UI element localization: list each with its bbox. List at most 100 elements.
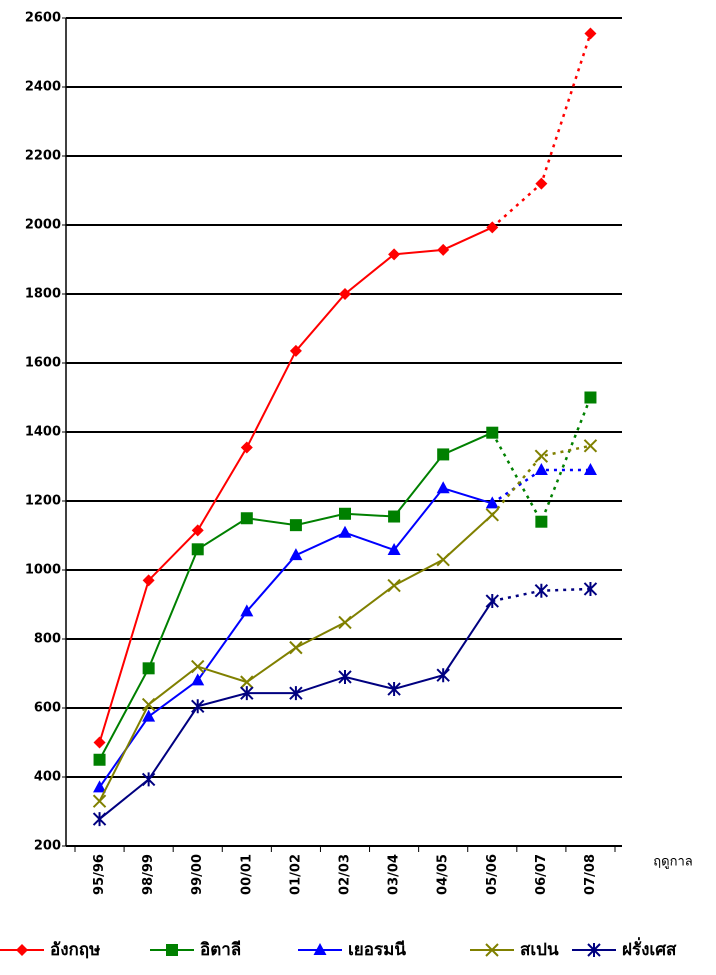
marker (534, 583, 549, 598)
dashed-line (491, 444, 591, 516)
marker (141, 697, 156, 712)
marker (583, 439, 598, 453)
marker (93, 753, 106, 766)
marker (486, 426, 499, 439)
marker (289, 344, 302, 357)
series (93, 391, 597, 766)
y-tick-label: 400 (34, 770, 61, 785)
marker (535, 177, 548, 190)
marker (387, 682, 401, 697)
marker (583, 462, 597, 475)
x-tick-label: 03/04 (387, 854, 402, 895)
x-tick-label: 99/00 (190, 854, 205, 895)
marker (191, 524, 204, 537)
y-tick-label: 800 (34, 632, 61, 647)
line (98, 226, 493, 743)
marker (191, 543, 204, 556)
marker (436, 668, 450, 683)
x-tick-label: 95/96 (92, 854, 107, 895)
marker (338, 525, 352, 538)
marker (240, 441, 253, 454)
dashed-line (491, 33, 592, 229)
y-tick-label: 1600 (25, 356, 61, 371)
marker (166, 944, 178, 956)
marker (313, 943, 327, 955)
x-tick-label: 07/08 (583, 854, 598, 895)
marker (485, 943, 499, 957)
marker (191, 659, 205, 674)
y-tick-label: 1000 (25, 563, 61, 578)
y-tick-label: 2400 (25, 80, 61, 95)
marker (191, 699, 205, 714)
x-tick-label: 98/99 (141, 854, 156, 895)
x-tick-label: 02/03 (338, 854, 353, 895)
series (93, 462, 597, 793)
series (93, 27, 597, 749)
marker (388, 510, 401, 523)
marker (16, 944, 28, 956)
y-tick-label: 2200 (25, 149, 61, 164)
marker (584, 27, 597, 40)
marker (534, 462, 548, 475)
marker (485, 496, 499, 509)
marker (339, 288, 351, 300)
marker (436, 481, 450, 494)
marker (289, 519, 302, 532)
x-tick-label: 04/05 (436, 854, 451, 895)
dashed-line (491, 468, 591, 505)
marker (584, 391, 597, 404)
dashed-line (491, 397, 592, 525)
x-tick-label: 00/01 (239, 854, 254, 895)
x-tick-label: 05/06 (485, 854, 500, 895)
legend-label: ฝรั่งเศส (622, 937, 677, 960)
marker (486, 221, 499, 234)
legend-label: อิตาลี (200, 939, 241, 960)
y-tick-label: 1200 (25, 494, 61, 509)
y-tick-label: 2000 (25, 218, 61, 233)
marker (583, 581, 598, 596)
marker (388, 248, 401, 261)
legend-label: สเปน (520, 940, 559, 960)
marker (485, 594, 499, 609)
marker (289, 640, 303, 655)
marker (92, 794, 107, 808)
series (92, 439, 598, 808)
marker (534, 449, 549, 463)
marker (142, 709, 156, 722)
marker (289, 686, 303, 701)
line (98, 431, 493, 761)
y-tick-label: 2600 (25, 11, 61, 26)
y-tick-label: 600 (34, 701, 61, 716)
x-tick-label: 01/02 (288, 854, 303, 895)
marker (142, 574, 155, 587)
marker (338, 669, 352, 684)
marker (240, 604, 254, 617)
marker (437, 243, 450, 256)
legend-label: เยอรมนี (348, 939, 406, 960)
marker (142, 662, 155, 675)
marker (587, 943, 601, 957)
marker (437, 448, 450, 461)
x-axis-label: ฤดูกาล (653, 855, 692, 870)
y-tick-label: 200 (34, 839, 61, 854)
x-tick-label: 06/07 (534, 854, 549, 895)
marker (339, 507, 351, 520)
series (92, 581, 598, 827)
legend-label: อังกฤษ (50, 940, 100, 960)
marker (191, 673, 205, 686)
marker (240, 512, 253, 525)
marker (535, 515, 548, 528)
marker (485, 508, 499, 522)
marker (338, 615, 352, 630)
marker (387, 542, 401, 555)
marker (289, 548, 303, 561)
marker (240, 675, 254, 689)
marker (93, 780, 107, 793)
marker (92, 812, 107, 827)
marker (436, 552, 450, 567)
y-tick-label: 1400 (25, 425, 61, 440)
marker (240, 686, 254, 701)
y-tick-label: 1800 (25, 287, 61, 302)
